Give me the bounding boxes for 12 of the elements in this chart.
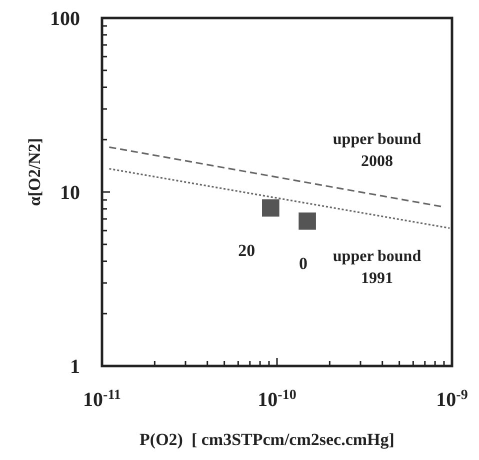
y-tick-label: 100 — [50, 8, 80, 30]
annotation: upper bound 1991 — [332, 248, 422, 287]
annotation: 0 — [299, 254, 308, 274]
x-tick-label: 10$^{-9}$ — [436, 388, 468, 411]
x-axis-title: P(O2) [ cm3STPcm/cm2sec.cmHg] — [140, 430, 394, 449]
annotation: upper bound 2008 — [332, 131, 422, 170]
annotation: 20 — [238, 240, 256, 260]
x-tick-label: 10$^{-11}$ — [83, 388, 121, 411]
x-tick-label: 10$^{-10}$ — [258, 388, 296, 411]
y-tick-label: 1 — [70, 356, 80, 378]
y-tick-label: 10 — [60, 182, 80, 204]
y-axis-title: α[O2/N2] — [25, 138, 44, 206]
